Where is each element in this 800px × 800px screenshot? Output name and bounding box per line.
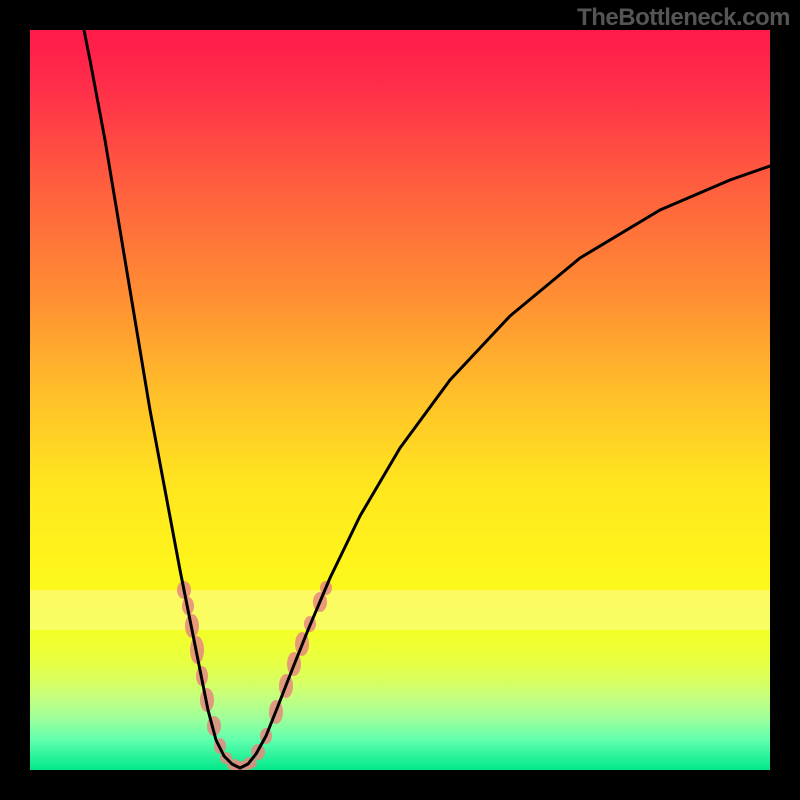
- plot-area: [30, 30, 770, 770]
- chart-frame: TheBottleneck.com: [0, 0, 800, 800]
- highlight-band: [30, 590, 770, 630]
- gradient-background: [30, 30, 770, 770]
- watermark-text: TheBottleneck.com: [577, 4, 790, 32]
- bottleneck-curve-chart: [30, 30, 770, 770]
